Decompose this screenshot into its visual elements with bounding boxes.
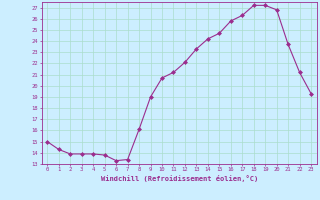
X-axis label: Windchill (Refroidissement éolien,°C): Windchill (Refroidissement éolien,°C) xyxy=(100,175,258,182)
